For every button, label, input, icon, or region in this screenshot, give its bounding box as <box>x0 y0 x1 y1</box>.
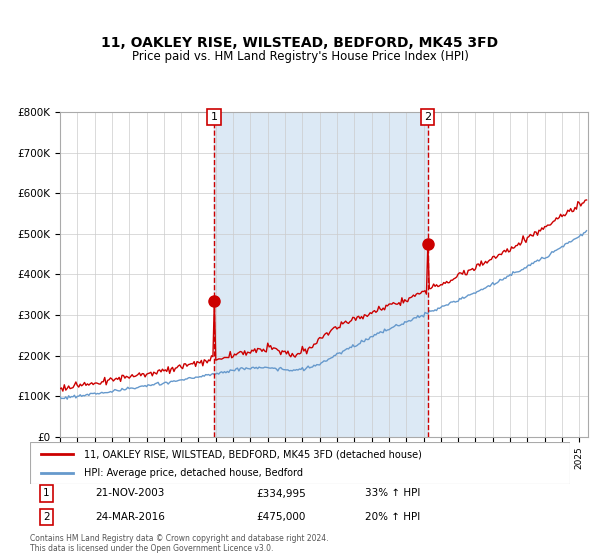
Text: £334,995: £334,995 <box>257 488 307 498</box>
Text: 11, OAKLEY RISE, WILSTEAD, BEDFORD, MK45 3FD (detached house): 11, OAKLEY RISE, WILSTEAD, BEDFORD, MK45… <box>84 449 422 459</box>
Text: 2: 2 <box>424 112 431 122</box>
Text: 24-MAR-2016: 24-MAR-2016 <box>95 512 164 522</box>
Text: 33% ↑ HPI: 33% ↑ HPI <box>365 488 420 498</box>
FancyBboxPatch shape <box>30 442 570 484</box>
Text: 11, OAKLEY RISE, WILSTEAD, BEDFORD, MK45 3FD: 11, OAKLEY RISE, WILSTEAD, BEDFORD, MK45… <box>101 36 499 50</box>
Text: HPI: Average price, detached house, Bedford: HPI: Average price, detached house, Bedf… <box>84 468 303 478</box>
Text: 2: 2 <box>43 512 50 522</box>
Bar <box>214 112 428 437</box>
Text: 20% ↑ HPI: 20% ↑ HPI <box>365 512 420 522</box>
Text: 1: 1 <box>43 488 50 498</box>
Text: £475,000: £475,000 <box>257 512 306 522</box>
Text: Price paid vs. HM Land Registry's House Price Index (HPI): Price paid vs. HM Land Registry's House … <box>131 50 469 63</box>
Text: Contains HM Land Registry data © Crown copyright and database right 2024.
This d: Contains HM Land Registry data © Crown c… <box>30 534 329 553</box>
Text: 1: 1 <box>211 112 218 122</box>
Text: 21-NOV-2003: 21-NOV-2003 <box>95 488 164 498</box>
